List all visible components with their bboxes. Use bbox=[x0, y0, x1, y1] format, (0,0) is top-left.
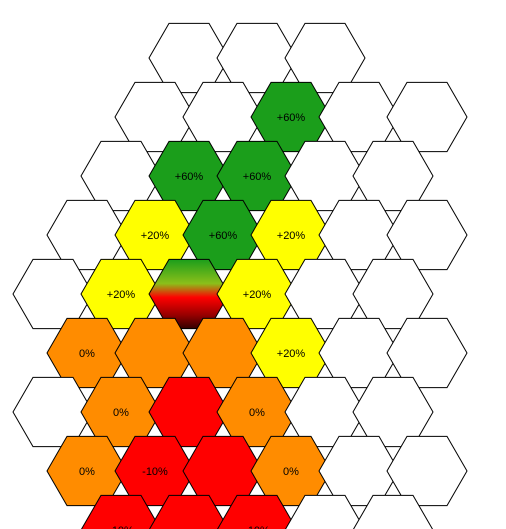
hex-label: +20% bbox=[141, 230, 170, 242]
hex-label: +60% bbox=[277, 112, 306, 124]
hex-label: +20% bbox=[107, 289, 136, 301]
hex-label: 0% bbox=[79, 466, 95, 478]
hex-label: +20% bbox=[243, 289, 272, 301]
hex-label: 0% bbox=[79, 348, 95, 360]
hex-label: +60% bbox=[243, 171, 272, 183]
hex-label: +20% bbox=[277, 348, 306, 360]
hex-label: +60% bbox=[175, 171, 204, 183]
hex-label: 0% bbox=[113, 407, 129, 419]
hex-label: +20% bbox=[277, 230, 306, 242]
hex-label: -10% bbox=[142, 466, 168, 478]
hex-label: -10% bbox=[108, 525, 134, 529]
hex-label: 0% bbox=[249, 407, 265, 419]
hex-label: +60% bbox=[209, 230, 238, 242]
hex-label: 0% bbox=[283, 466, 299, 478]
hexgrid-diagram: +60% +60% +60% +20% +60% +20% +20% +20% 0% +20% 0%… bbox=[0, 0, 506, 529]
hex-label: -10% bbox=[244, 525, 270, 529]
